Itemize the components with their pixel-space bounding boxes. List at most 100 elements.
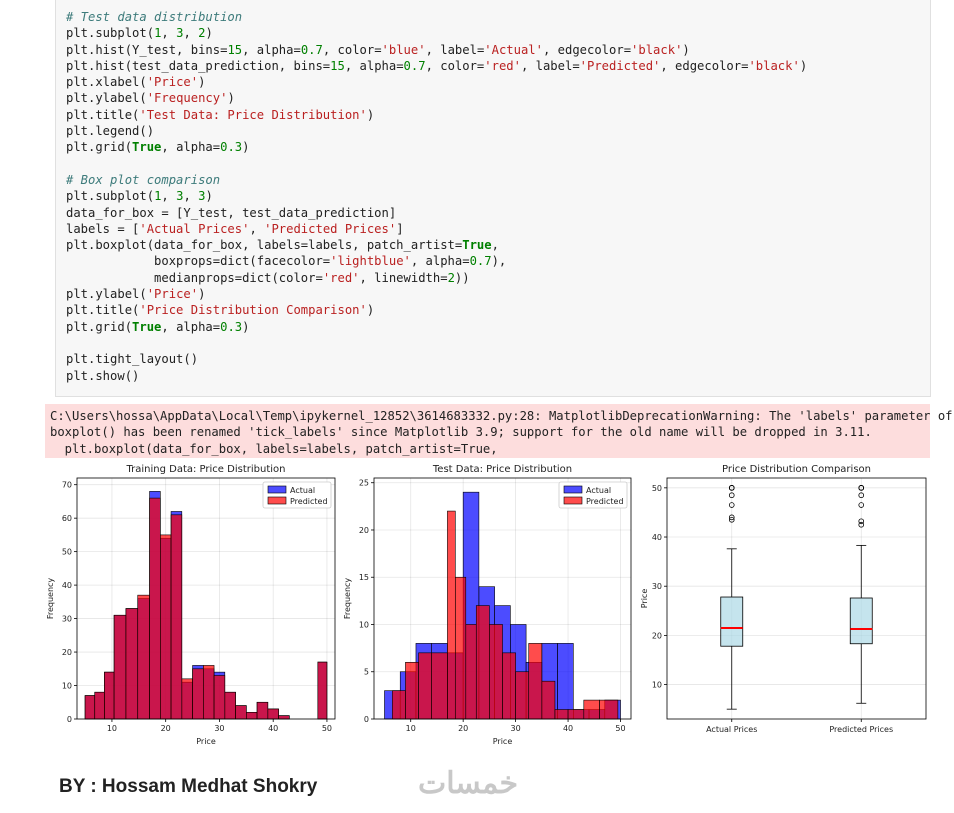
code-line: plt.tight_layout() bbox=[66, 352, 199, 367]
hist-bar-predicted bbox=[160, 534, 172, 720]
x-tick-label: 10 bbox=[406, 724, 416, 733]
hist-bar-predicted bbox=[246, 712, 258, 720]
code-line: plt.hist(Y_test, bins=15, alpha=0.7, col… bbox=[66, 42, 690, 57]
code-line: plt.legend() bbox=[66, 124, 155, 139]
code-line: plt.subplot(1, 3, 3) bbox=[66, 189, 213, 204]
x-tick-label: 30 bbox=[511, 724, 521, 733]
warning-output: C:\Users\hossa\AppData\Local\Temp\ipyker… bbox=[45, 404, 953, 458]
code-line: ​ bbox=[66, 335, 807, 351]
legend-swatch-predicted bbox=[563, 496, 583, 505]
outlier-point bbox=[728, 502, 735, 508]
code-cell[interactable]: # Test data distribution plt.subplot(1, 3… bbox=[55, 0, 931, 397]
y-tick-label: 10 bbox=[359, 620, 369, 629]
hist-bar-predicted bbox=[203, 665, 215, 720]
warning-line: C:\Users\hossa\AppData\Local\Temp\ipyker… bbox=[50, 409, 953, 423]
x-tick-label: 50 bbox=[615, 724, 625, 733]
code-editor[interactable]: # Test data distribution plt.subplot(1, 3… bbox=[66, 9, 807, 384]
legend-swatch-predicted bbox=[267, 496, 287, 505]
warning-line: plt.boxplot(data_for_box, labels=labels,… bbox=[50, 441, 498, 456]
code-line: # Test data distribution bbox=[66, 10, 243, 24]
warning-line: boxplot() has been renamed 'tick_labels'… bbox=[50, 425, 872, 440]
code-line: plt.ylabel('Price') bbox=[66, 287, 206, 302]
x-tick-label: 20 bbox=[161, 724, 171, 733]
y-axis-label: Frequency bbox=[343, 578, 352, 620]
hist-bar-predicted bbox=[554, 709, 569, 720]
x-axis-label: Price bbox=[493, 737, 513, 746]
x-tick-label: 10 bbox=[107, 724, 117, 733]
hist-bar-actual bbox=[557, 643, 574, 720]
outlier-point bbox=[728, 517, 735, 523]
y-tick-label: 30 bbox=[652, 582, 662, 591]
y-tick-label: 40 bbox=[652, 533, 662, 542]
y-axis-label: Price bbox=[640, 589, 649, 609]
plot-area bbox=[667, 478, 926, 719]
hist-bar-predicted bbox=[104, 671, 115, 720]
y-tick-label: 20 bbox=[62, 648, 72, 657]
code-line: plt.hist(test_data_prediction, bins=15, … bbox=[66, 58, 808, 73]
axes-frame bbox=[666, 477, 927, 720]
hist-bar-predicted bbox=[267, 708, 279, 720]
legend-label-predicted: Predicted bbox=[586, 497, 624, 506]
legend-swatch-actual bbox=[563, 485, 583, 494]
code-line: plt.boxplot(data_for_box, labels=labels,… bbox=[66, 238, 499, 253]
hist-bar-predicted bbox=[181, 678, 193, 720]
outlier-point bbox=[858, 518, 865, 525]
box-iqr bbox=[720, 596, 744, 647]
hist-bar-predicted bbox=[447, 510, 456, 720]
x-tick-label: 40 bbox=[563, 724, 573, 733]
hist-bar-predicted bbox=[170, 514, 183, 720]
hist-bar-predicted bbox=[405, 661, 419, 720]
axes-frame bbox=[76, 477, 336, 720]
hist-bar-predicted bbox=[278, 715, 290, 720]
y-tick-label: 0 bbox=[364, 715, 369, 724]
code-line: # Box plot comparison bbox=[66, 172, 221, 187]
hist-bar-predicted bbox=[489, 624, 503, 720]
hist-bar-predicted bbox=[235, 705, 247, 720]
hist-bar-predicted bbox=[137, 594, 150, 720]
hist-bar-predicted bbox=[465, 624, 477, 720]
outlier-point bbox=[858, 502, 865, 508]
code-line: plt.show() bbox=[66, 368, 140, 383]
code-line: plt.title('Test Data: Price Distribution… bbox=[66, 107, 375, 122]
hist-bar-predicted bbox=[583, 699, 600, 720]
hist-bar-predicted bbox=[256, 701, 269, 720]
y-tick-label: 50 bbox=[652, 484, 662, 493]
outlier-point bbox=[858, 485, 865, 491]
legend-swatch-actual bbox=[267, 485, 287, 494]
code-line: plt.ylabel('Frequency') bbox=[66, 91, 235, 106]
x-tick-label: Actual Prices bbox=[706, 725, 757, 734]
y-tick-label: 20 bbox=[652, 631, 662, 640]
hist-bar-predicted bbox=[149, 497, 161, 720]
hist-bar-predicted bbox=[515, 671, 530, 720]
y-tick-label: 10 bbox=[62, 682, 72, 691]
hist-bar-predicted bbox=[224, 691, 236, 720]
chart-title: Training Data: Price Distribution bbox=[126, 464, 286, 475]
code-line: plt.xlabel('Price') bbox=[66, 75, 206, 90]
x-tick-label: 40 bbox=[268, 724, 278, 733]
outlier-point bbox=[728, 492, 735, 499]
y-tick-label: 0 bbox=[67, 715, 72, 724]
hist-bar-predicted bbox=[599, 699, 619, 720]
code-line: plt.grid(True, alpha=0.3) bbox=[66, 319, 250, 334]
code-line: labels = ['Actual Prices', 'Predicted Pr… bbox=[66, 221, 404, 236]
hist-bar-predicted bbox=[317, 661, 328, 720]
warning-text: C:\Users\hossa\AppData\Local\Temp\ipyker… bbox=[50, 408, 953, 457]
hist-bar-predicted bbox=[475, 605, 490, 720]
hist-bar-predicted bbox=[567, 709, 585, 720]
x-tick-label: 50 bbox=[322, 724, 332, 733]
hist-bar-predicted bbox=[431, 652, 448, 720]
hist-bar-predicted bbox=[94, 691, 105, 720]
code-line: plt.subplot(1, 3, 2) bbox=[66, 26, 213, 41]
y-tick-label: 5 bbox=[364, 668, 369, 677]
x-tick-label: 30 bbox=[214, 724, 224, 733]
legend-label-actual: Actual bbox=[586, 486, 611, 495]
hist-bar-predicted bbox=[125, 608, 139, 720]
x-axis-label: Price bbox=[196, 737, 216, 746]
hist-bar-predicted bbox=[84, 695, 96, 720]
y-tick-label: 10 bbox=[652, 681, 662, 690]
x-tick-label: Predicted Prices bbox=[829, 725, 893, 734]
y-tick-label: 25 bbox=[359, 479, 369, 488]
y-tick-label: 40 bbox=[62, 581, 72, 590]
y-tick-label: 50 bbox=[62, 548, 72, 557]
hist-bar-predicted bbox=[454, 576, 467, 720]
